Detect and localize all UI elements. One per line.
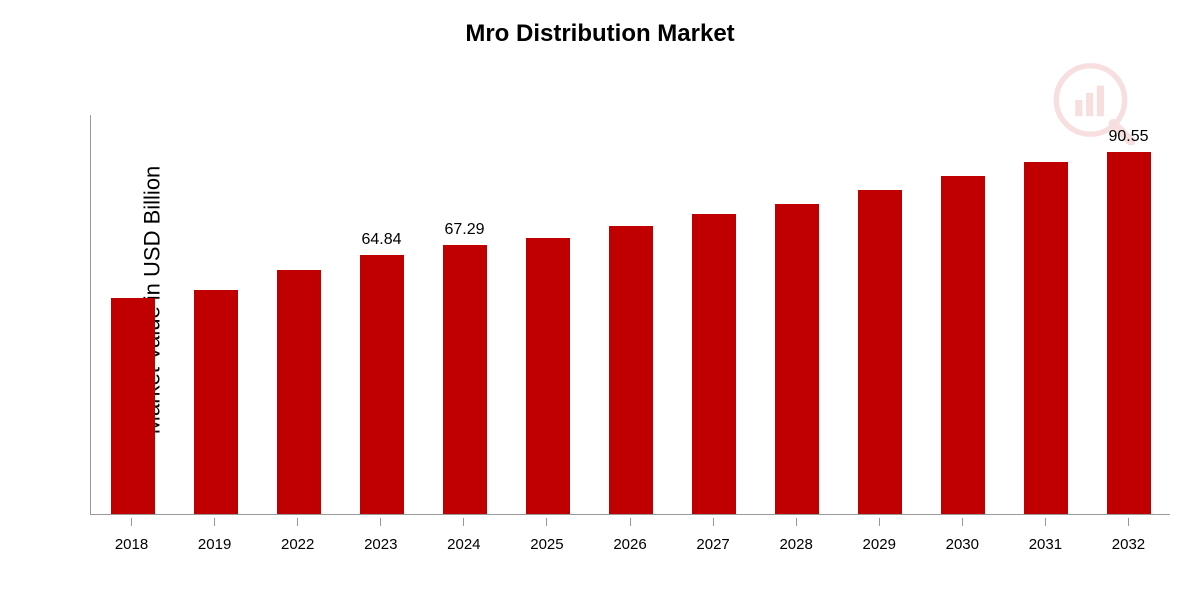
x-tick: 2032 bbox=[1087, 518, 1170, 553]
bar-group bbox=[589, 115, 672, 514]
bar bbox=[526, 238, 570, 514]
x-tick-label: 2030 bbox=[946, 536, 979, 553]
tick-mark bbox=[713, 518, 714, 526]
bar-group bbox=[755, 115, 838, 514]
bar-group bbox=[257, 115, 340, 514]
bar-value-label: 64.84 bbox=[361, 231, 401, 249]
bar-group bbox=[506, 115, 589, 514]
bar bbox=[360, 255, 404, 514]
tick-mark bbox=[380, 518, 381, 526]
x-tick: 2019 bbox=[173, 518, 256, 553]
tick-mark bbox=[131, 518, 132, 526]
tick-mark bbox=[214, 518, 215, 526]
x-tick: 2024 bbox=[422, 518, 505, 553]
bar-group bbox=[1004, 115, 1087, 514]
bar-group bbox=[838, 115, 921, 514]
bar bbox=[609, 226, 653, 514]
bar bbox=[775, 204, 819, 514]
bar bbox=[443, 245, 487, 514]
x-tick-label: 2025 bbox=[530, 536, 563, 553]
x-tick: 2025 bbox=[505, 518, 588, 553]
bar bbox=[858, 190, 902, 514]
bar bbox=[941, 176, 985, 514]
tick-mark bbox=[546, 518, 547, 526]
x-tick-label: 2029 bbox=[863, 536, 896, 553]
bar bbox=[1024, 162, 1068, 514]
tick-mark bbox=[879, 518, 880, 526]
bar-group: 67.29 bbox=[423, 115, 506, 514]
x-tick: 2018 bbox=[90, 518, 173, 553]
bar-group: 64.84 bbox=[340, 115, 423, 514]
bar bbox=[1107, 152, 1151, 514]
x-tick: 2027 bbox=[672, 518, 755, 553]
x-tick: 2022 bbox=[256, 518, 339, 553]
x-tick-label: 2028 bbox=[779, 536, 812, 553]
tick-mark bbox=[1128, 518, 1129, 526]
x-tick-label: 2018 bbox=[115, 536, 148, 553]
bars-container: 64.84 67.29 90.55 bbox=[91, 115, 1170, 514]
x-tick-label: 2026 bbox=[613, 536, 646, 553]
tick-mark bbox=[796, 518, 797, 526]
x-tick-label: 2023 bbox=[364, 536, 397, 553]
tick-mark bbox=[962, 518, 963, 526]
bar bbox=[194, 290, 238, 514]
x-tick: 2026 bbox=[588, 518, 671, 553]
bar-value-label: 90.55 bbox=[1108, 128, 1148, 146]
x-tick: 2029 bbox=[838, 518, 921, 553]
bar-group bbox=[921, 115, 1004, 514]
tick-mark bbox=[297, 518, 298, 526]
x-tick-label: 2027 bbox=[696, 536, 729, 553]
bar-group bbox=[91, 115, 174, 514]
x-tick-label: 2031 bbox=[1029, 536, 1062, 553]
tick-mark bbox=[1045, 518, 1046, 526]
tick-mark bbox=[463, 518, 464, 526]
x-tick: 2028 bbox=[755, 518, 838, 553]
x-tick-label: 2024 bbox=[447, 536, 480, 553]
tick-mark bbox=[630, 518, 631, 526]
x-tick-label: 2022 bbox=[281, 536, 314, 553]
x-axis: 2018 2019 2022 2023 2024 2025 2026 2027 2028 2029… bbox=[90, 518, 1170, 553]
x-tick-label: 2019 bbox=[198, 536, 231, 553]
plot-area: 64.84 67.29 90.55 bbox=[90, 115, 1170, 515]
x-tick-label: 2032 bbox=[1112, 536, 1145, 553]
bar bbox=[692, 214, 736, 514]
bar-group bbox=[174, 115, 257, 514]
chart-title: Mro Distribution Market bbox=[0, 20, 1200, 48]
bar-group bbox=[672, 115, 755, 514]
bar-value-label: 67.29 bbox=[444, 221, 484, 239]
x-tick: 2023 bbox=[339, 518, 422, 553]
x-tick: 2031 bbox=[1004, 518, 1087, 553]
x-tick: 2030 bbox=[921, 518, 1004, 553]
bar-group: 90.55 bbox=[1087, 115, 1170, 514]
bar bbox=[277, 270, 321, 514]
bar bbox=[111, 298, 155, 514]
